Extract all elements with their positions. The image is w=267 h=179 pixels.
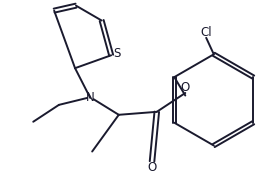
Text: O: O (147, 161, 157, 173)
Text: N: N (86, 91, 95, 104)
Text: S: S (113, 47, 120, 61)
Text: Cl: Cl (200, 26, 212, 39)
Text: O: O (181, 81, 190, 94)
